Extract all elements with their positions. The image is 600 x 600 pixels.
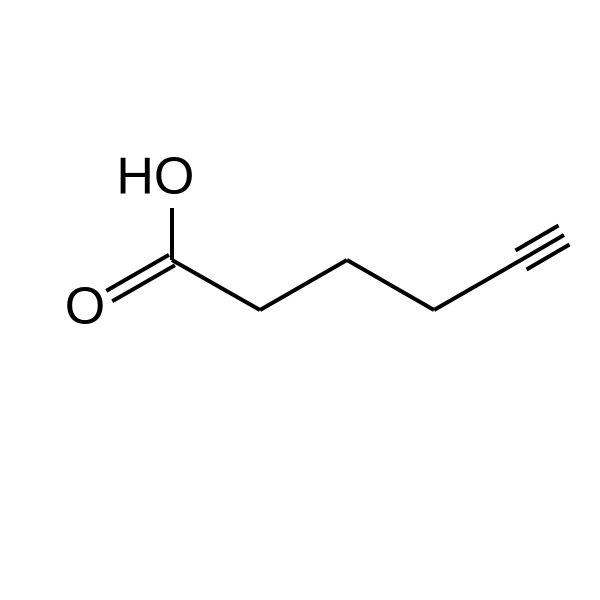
bond-line	[434, 260, 521, 310]
atom-label-O2: HO	[116, 148, 194, 206]
atom-label-O1: O	[65, 278, 105, 336]
bond-line	[521, 235, 564, 260]
bond-line	[527, 245, 570, 270]
bond-line	[260, 260, 347, 310]
molecule-diagram: O HO	[0, 0, 600, 600]
bond-line	[515, 225, 558, 250]
bond-line	[172, 260, 260, 310]
bond-line	[347, 260, 434, 310]
